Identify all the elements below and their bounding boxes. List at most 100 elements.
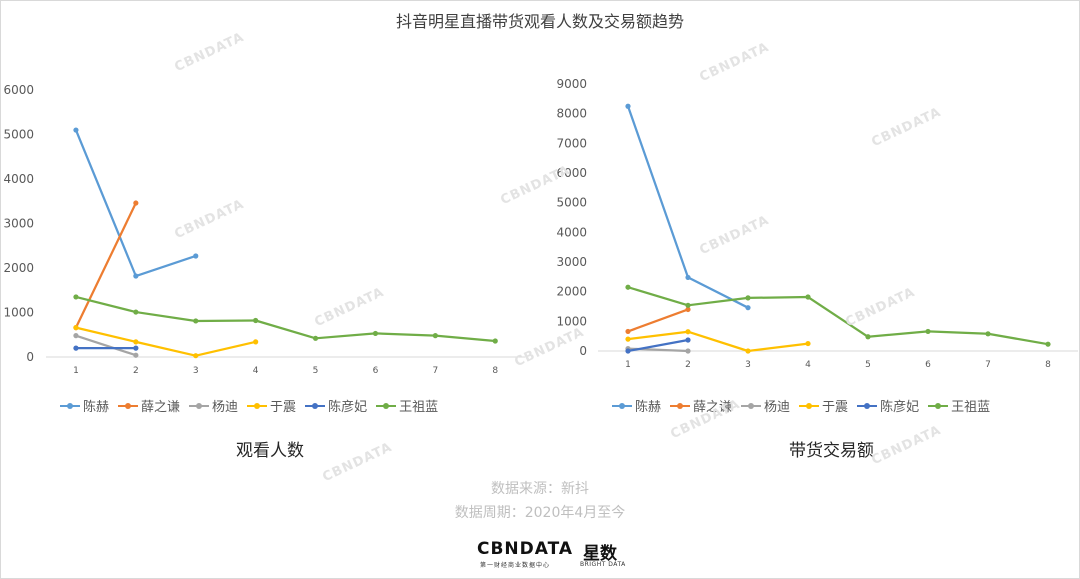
data-point — [805, 294, 811, 300]
legend-swatch — [60, 401, 80, 411]
y-tick-label: 2000 — [3, 261, 34, 275]
y-tick-label: 2000 — [556, 285, 587, 299]
chart-title: 抖音明星直播带货观看人数及交易额趋势 — [395, 12, 684, 31]
legend-label: 于震 — [270, 400, 297, 415]
legend-viewers: 陈赫 薛之谦 杨迪 于震 陈彦妃 王祖蓝 — [60, 396, 447, 415]
y-tick-label: 0 — [26, 350, 34, 364]
data-point — [745, 295, 751, 301]
data-point — [193, 353, 199, 359]
legend-label: 杨迪 — [212, 400, 239, 415]
legend-label: 薛之谦 — [141, 400, 181, 415]
legend-marker — [677, 402, 684, 409]
x-tick-label: 7 — [432, 366, 438, 376]
legend-marker — [619, 402, 625, 409]
legend-label: 陈赫 — [83, 400, 110, 415]
data-point — [193, 318, 199, 324]
y-tick-label: 1000 — [3, 306, 34, 320]
legend-marker — [748, 402, 755, 409]
data-point — [625, 336, 631, 342]
y-tick-label: 4000 — [556, 225, 587, 239]
data-point — [685, 274, 691, 281]
y-tick-label: 4000 — [3, 172, 34, 186]
legend-label: 陈赫 — [635, 400, 662, 415]
data-period: 数据周期：2020年4月至今 — [454, 505, 626, 521]
legend-swatch — [376, 401, 397, 411]
data-point — [685, 348, 691, 354]
series-line — [74, 201, 137, 329]
y-tick-label: 0 — [579, 344, 587, 358]
legend-item: 薛之谦 — [118, 396, 180, 415]
subtitle-sales: 带货交易额 — [789, 441, 874, 461]
brightdata-logo: 星数 — [583, 544, 617, 564]
legend-swatch — [118, 401, 139, 411]
legend-swatch — [305, 401, 326, 411]
data-point — [685, 337, 691, 343]
series-line — [626, 330, 810, 353]
legend-item: 陈彦妃 — [857, 396, 919, 415]
x-tick-label: 1 — [625, 360, 631, 370]
x-tick-label: 2 — [133, 366, 139, 376]
cbndata-logo: CBNDATA — [477, 539, 574, 559]
series-line — [74, 334, 137, 357]
legend-marker — [383, 402, 390, 409]
series-line — [74, 295, 497, 343]
legend-label: 薛之谦 — [693, 400, 733, 415]
data-point — [685, 329, 691, 335]
data-point — [625, 348, 631, 354]
legend-item: 陈彦妃 — [305, 396, 367, 415]
data-point — [625, 284, 631, 290]
x-tick-label: 2 — [685, 360, 691, 370]
data-point — [253, 339, 259, 345]
legend-swatch — [741, 401, 762, 411]
legend-marker — [254, 402, 261, 409]
x-tick-label: 8 — [1045, 360, 1051, 370]
legend-marker — [196, 402, 203, 409]
data-point — [805, 340, 811, 347]
legend-marker — [864, 402, 871, 409]
legend-marker — [312, 402, 319, 409]
subtitle-viewers: 观看人数 — [236, 441, 304, 461]
legend-label: 王祖蓝 — [399, 400, 439, 415]
series-line — [626, 308, 690, 333]
legend-item: 王祖蓝 — [376, 396, 438, 415]
legend-item: 薛之谦 — [670, 396, 732, 415]
legend-item: 杨迪 — [741, 396, 790, 415]
legend-item: 于震 — [247, 396, 296, 415]
data-source: 数据来源：新抖 — [491, 481, 589, 497]
data-point — [625, 103, 631, 109]
x-tick-label: 4 — [805, 360, 811, 370]
y-tick-label: 5000 — [3, 128, 34, 142]
data-point — [685, 302, 691, 308]
data-point — [133, 200, 139, 206]
x-tick-label: 5 — [865, 360, 871, 370]
y-tick-label: 7000 — [556, 136, 587, 150]
x-tick-label: 6 — [373, 366, 379, 376]
legend-swatch — [857, 401, 878, 411]
data-point — [73, 325, 79, 331]
data-point — [745, 348, 751, 354]
x-tick-label: 8 — [492, 366, 498, 376]
x-tick-label: 1 — [73, 366, 79, 376]
legend-label: 杨迪 — [764, 400, 791, 415]
legend-item: 王祖蓝 — [928, 396, 990, 415]
data-point — [133, 352, 139, 358]
legend-label: 于震 — [822, 400, 849, 415]
legend-item: 于震 — [799, 396, 848, 415]
data-point — [492, 338, 498, 344]
x-tick-label: 5 — [313, 366, 319, 376]
legend-item: 杨迪 — [189, 396, 238, 415]
y-tick-label: 1000 — [556, 314, 587, 328]
y-tick-label: 3000 — [3, 217, 34, 231]
data-point — [73, 294, 79, 300]
legend-item: 陈赫 — [612, 396, 661, 415]
y-tick-label: 9000 — [556, 77, 587, 91]
legend-swatch — [799, 401, 820, 411]
cbndata-logo-subtitle: 第一财经商业数据中心 — [480, 562, 551, 569]
legend-label: 陈彦妃 — [880, 400, 920, 415]
y-tick-label: 6000 — [3, 83, 34, 97]
data-point — [685, 306, 691, 313]
data-point — [985, 331, 991, 337]
y-tick-label: 5000 — [556, 196, 587, 210]
data-point — [253, 317, 259, 324]
legend-swatch — [247, 401, 268, 411]
